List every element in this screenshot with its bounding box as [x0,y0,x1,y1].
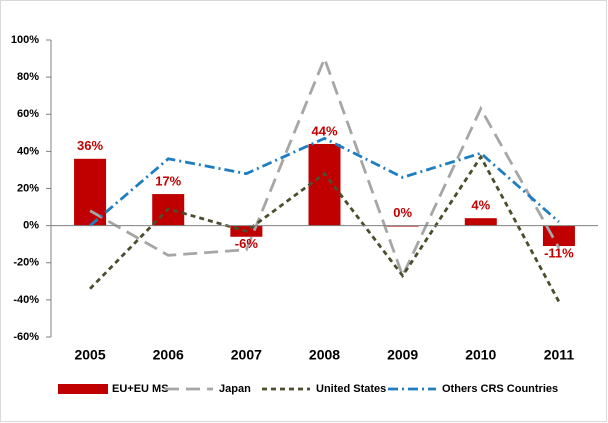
x-tick-label: 2008 [309,347,340,363]
legend-label: Japan [219,383,251,395]
bar [308,143,341,226]
legend-label: United States [316,383,386,395]
y-tick-label: 20% [17,182,39,194]
data-label: -11% [544,245,574,260]
line-series [89,154,561,303]
x-tick-label: 2006 [153,347,184,363]
y-tick-label: 60% [17,108,39,120]
data-label: 4% [471,198,490,213]
data-label: -6% [235,236,259,251]
x-tick-label: 2009 [387,347,418,363]
data-label: 0% [393,205,412,220]
x-tick-label: 2010 [465,347,496,363]
data-label: 17% [155,174,181,189]
bar [542,225,575,247]
bar [464,218,497,226]
legend-label: Others CRS Countries [442,383,558,395]
y-tick-label: 0% [23,220,39,232]
line-series [89,136,560,227]
line-series [89,54,561,280]
x-tick-label: 2007 [231,347,262,363]
y-tick-label: 40% [17,145,39,157]
y-tick-label: 80% [17,71,39,83]
data-label: 36% [77,138,103,153]
y-tick-label: 100% [11,34,39,46]
data-label: 44% [311,123,337,138]
x-tick-label: 2005 [74,347,105,363]
y-tick-label: -60% [13,331,39,343]
legend-label: EU+EU MS [112,383,169,395]
x-tick-label: 2011 [544,347,575,363]
y-tick-label: -40% [13,294,39,306]
y-tick-label: -20% [13,257,39,269]
bar [74,158,107,226]
legend-swatch [58,384,108,394]
